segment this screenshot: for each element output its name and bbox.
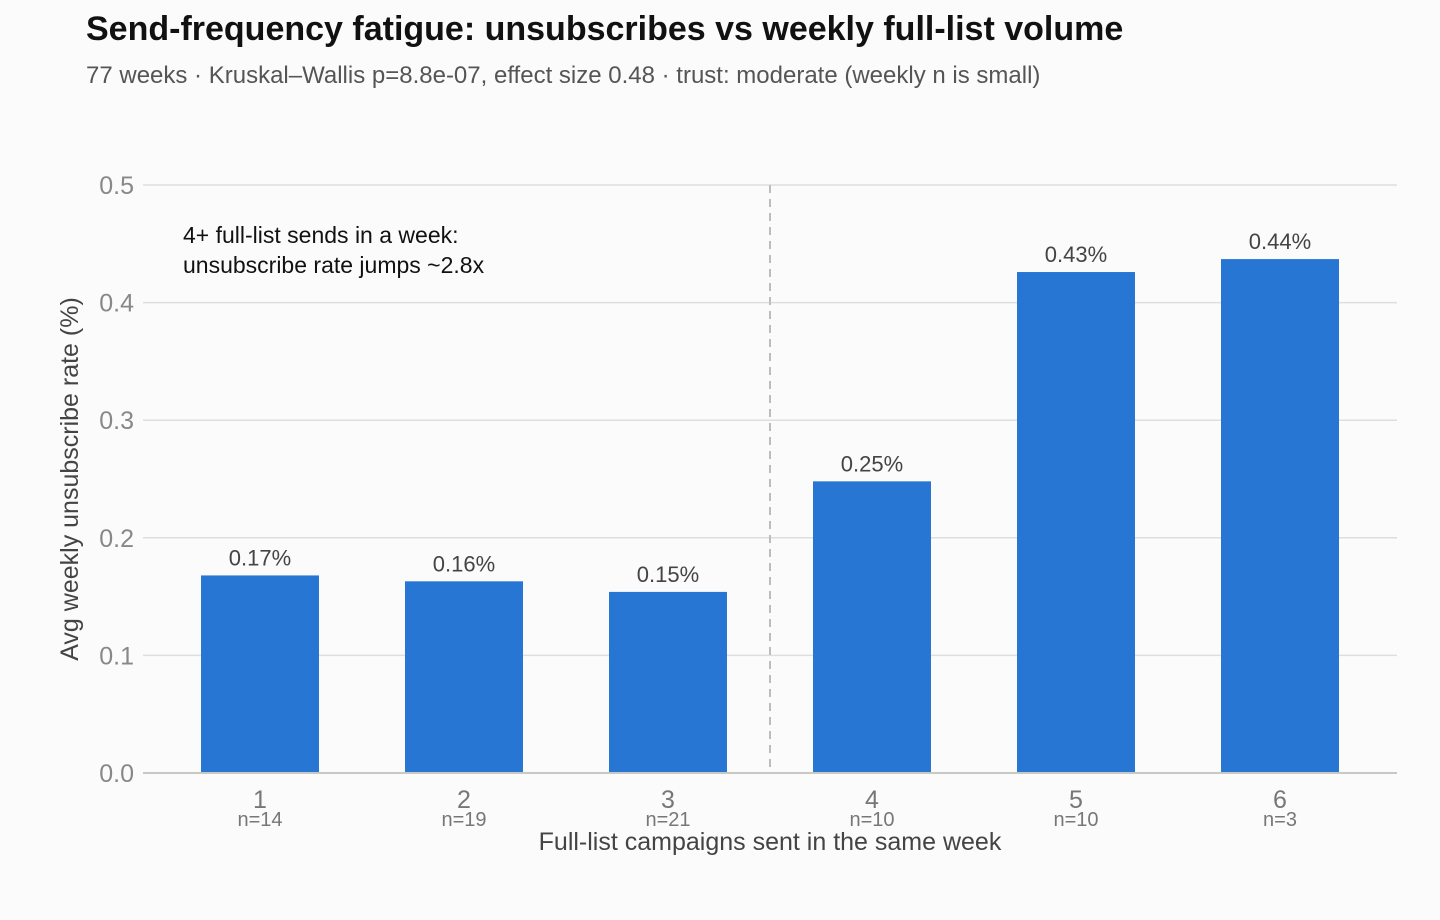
bar-4 (813, 481, 931, 773)
y-tick-label: 0.3 (99, 407, 134, 435)
x-tick-n-label: n=10 (1053, 809, 1098, 831)
x-tick-label: 1 (253, 786, 267, 814)
bar-value-label: 0.25% (841, 451, 903, 476)
x-tick-label: 5 (1069, 786, 1083, 814)
y-tick-label: 0.5 (99, 172, 134, 200)
bar-value-label: 0.17% (229, 545, 291, 570)
y-tick-label: 0.0 (99, 760, 134, 788)
x-tick-label: 6 (1273, 786, 1287, 814)
bar-3 (609, 591, 727, 773)
y-tick-label: 0.4 (99, 290, 134, 318)
x-tick-n-label: n=3 (1263, 809, 1297, 831)
bar-value-label: 0.44% (1249, 229, 1311, 254)
annotation-text: 4+ full-list sends in a week: (183, 222, 459, 248)
bar-1 (201, 575, 319, 773)
bar-value-label: 0.43% (1045, 242, 1107, 267)
bar-6 (1221, 259, 1339, 773)
chart-title: Send-frequency fatigue: unsubscribes vs … (86, 10, 1124, 48)
x-tick-label: 2 (457, 786, 471, 814)
y-axis-title: Avg weekly unsubscribe rate (%) (56, 297, 84, 661)
chart-subtitle: 77 weeks · Kruskal–Wallis p=8.8e-07, eff… (86, 62, 1041, 89)
y-tick-label: 0.2 (99, 525, 134, 553)
bar-value-label: 0.16% (433, 551, 495, 576)
x-tick-label: 3 (661, 786, 675, 814)
bar-value-label: 0.15% (637, 562, 699, 587)
bar-2 (405, 581, 523, 773)
annotation-text: unsubscribe rate jumps ~2.8x (183, 252, 485, 278)
x-tick-n-label: n=10 (849, 809, 894, 831)
x-axis-title: Full-list campaigns sent in the same wee… (539, 828, 1002, 856)
x-tick-n-label: n=19 (441, 809, 486, 831)
y-tick-label: 0.1 (99, 642, 134, 670)
bar-5 (1017, 272, 1135, 773)
x-tick-n-label: n=21 (645, 809, 690, 831)
x-tick-n-label: n=14 (237, 809, 282, 831)
x-tick-label: 4 (865, 786, 879, 814)
